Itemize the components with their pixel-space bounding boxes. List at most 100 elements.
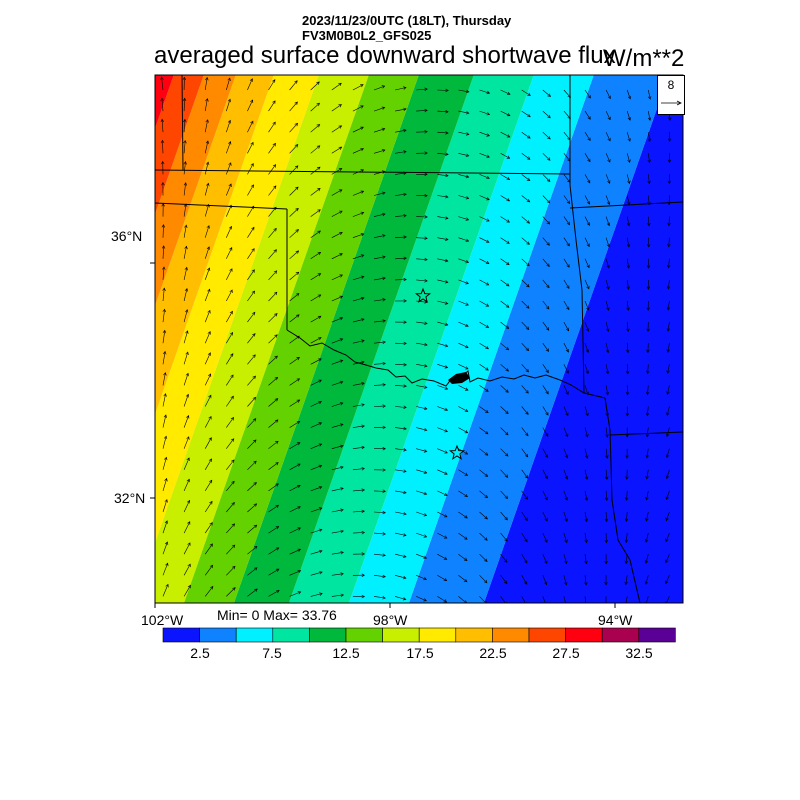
wind-vector (458, 342, 469, 349)
wind-vector (584, 237, 590, 248)
wind-vector (437, 88, 449, 93)
wind-vector (416, 385, 428, 389)
wind-vector (331, 253, 343, 260)
wind-vector (373, 127, 386, 133)
wind-vector (160, 97, 164, 112)
wind-vector (626, 343, 630, 354)
wind-vector (310, 592, 323, 597)
wind-vector (500, 364, 509, 372)
wind-vector (247, 503, 258, 513)
wind-vector (289, 207, 299, 217)
colorbar-swatch (492, 627, 530, 643)
wind-vector (500, 469, 509, 478)
wind-vector (584, 533, 588, 544)
wind-vector (500, 195, 511, 202)
wind-vector (667, 258, 671, 269)
wind-vector (563, 490, 568, 501)
wind-vector (331, 529, 344, 534)
wind-vector (395, 532, 407, 537)
colorbar-label: 17.5 (406, 645, 434, 661)
wind-vector (416, 151, 428, 155)
border-colorado-nm (181, 75, 184, 171)
wind-vector (352, 403, 365, 407)
wind-vector (542, 110, 551, 119)
wind-vector (458, 300, 469, 306)
wind-vector (352, 254, 365, 260)
wind-vector (226, 331, 234, 344)
header-date: 2023/11/23/0UTC (18LT), Thursday (302, 13, 512, 28)
wind-vector (373, 191, 386, 196)
wind-vector (331, 593, 345, 598)
wind-vector (182, 97, 187, 112)
wind-vector (521, 89, 531, 96)
wind-vector (458, 321, 469, 327)
wind-vector (458, 385, 469, 391)
wind-vector (479, 216, 490, 222)
wind-vector (310, 251, 322, 260)
wind-vector (521, 110, 531, 118)
wind-vector (667, 132, 672, 142)
wind-vector (563, 448, 569, 459)
wind-vector (542, 385, 549, 395)
wind-vector (605, 300, 610, 311)
wind-vector (183, 478, 190, 492)
wind-vector (479, 110, 491, 116)
wind-vector (204, 522, 213, 534)
wind-vector (183, 563, 191, 576)
wind-vector (268, 79, 276, 91)
wind-vector (352, 467, 365, 471)
wind-vector (247, 163, 254, 175)
wind-vector (416, 108, 428, 113)
colorbar-swatch (528, 627, 566, 643)
wind-vector (310, 124, 321, 133)
wind-vector (416, 490, 428, 496)
wind-vector (563, 427, 569, 438)
wind-vector (204, 585, 214, 597)
wind-vector (395, 277, 407, 282)
wind-vector (416, 406, 428, 411)
wind-vector (268, 440, 279, 449)
wind-vector (310, 358, 322, 365)
wind-vector (268, 590, 280, 597)
wind-vector (162, 583, 169, 597)
wind-vector (563, 533, 568, 544)
wind-vector (352, 275, 365, 281)
colorbar-label: 32.5 (625, 645, 653, 661)
wind-vector (416, 215, 428, 219)
wind-vector (331, 125, 343, 133)
wind-vector (645, 469, 649, 480)
wind-vector (204, 203, 210, 217)
wind-vector (584, 554, 588, 565)
wind-vector (646, 258, 651, 269)
wind-vector (416, 87, 428, 91)
wind-vector (521, 554, 528, 564)
wind-vector (542, 596, 548, 603)
reference-vector-value: 8 (667, 78, 675, 92)
wind-vector (665, 532, 670, 543)
wind-vector (310, 422, 323, 428)
wind-vector (479, 300, 490, 307)
wind-vector (584, 490, 589, 502)
wind-vector (204, 479, 213, 492)
wind-vector (204, 415, 212, 428)
wind-vector (645, 427, 650, 438)
wind-vector (204, 267, 211, 281)
colorbar-swatch (418, 627, 457, 643)
wind-vector (395, 384, 407, 388)
flux-band (155, 75, 174, 129)
wind-vector (247, 120, 254, 133)
wind-vector (373, 106, 386, 112)
wind-vector (352, 552, 366, 556)
wind-vector (183, 224, 188, 238)
wind-vector (667, 174, 672, 185)
wind-vector (437, 258, 449, 263)
wind-vector (247, 460, 257, 471)
wind-vector (331, 146, 343, 154)
wind-vector (183, 393, 190, 407)
wind-vector (500, 554, 508, 563)
wind-vector (521, 364, 529, 373)
wind-vector (352, 233, 365, 238)
wind-vector (500, 532, 508, 542)
wind-vector (625, 469, 629, 480)
